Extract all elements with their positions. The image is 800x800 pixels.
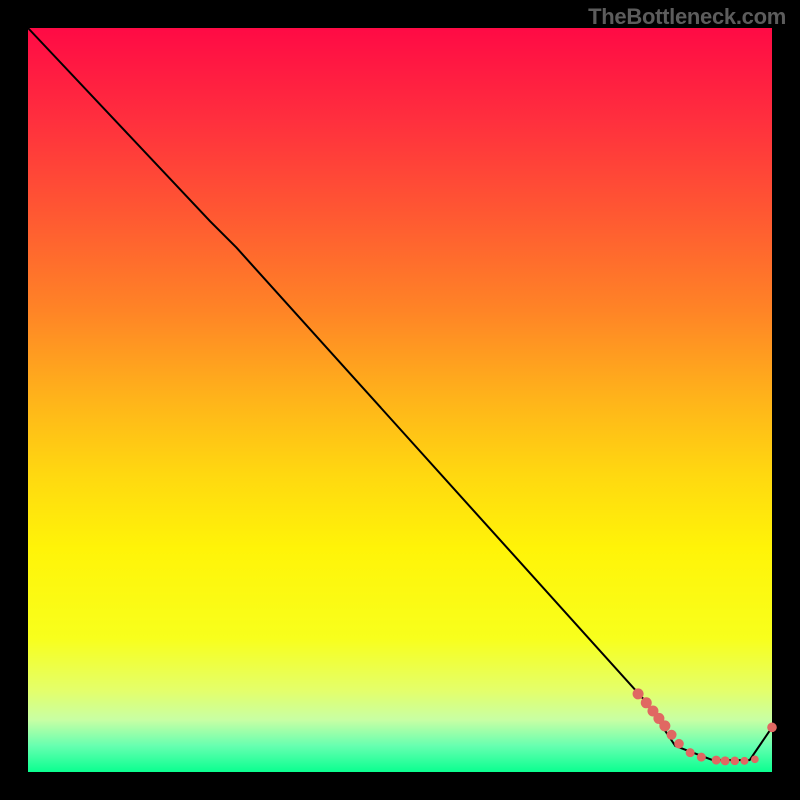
data-marker — [659, 720, 670, 731]
plot-area — [28, 28, 772, 772]
data-marker — [767, 723, 777, 733]
data-marker — [731, 757, 740, 766]
data-marker — [740, 757, 748, 765]
data-marker — [674, 739, 684, 749]
data-marker — [667, 730, 677, 740]
chart-container: TheBottleneck.com — [0, 0, 800, 800]
data-marker — [633, 688, 644, 699]
attribution-text: TheBottleneck.com — [588, 4, 786, 30]
data-marker — [686, 748, 695, 757]
data-marker — [712, 756, 721, 765]
data-marker — [721, 756, 730, 765]
data-marker — [697, 753, 706, 762]
bottleneck-chart — [0, 0, 800, 800]
data-marker — [751, 756, 759, 764]
